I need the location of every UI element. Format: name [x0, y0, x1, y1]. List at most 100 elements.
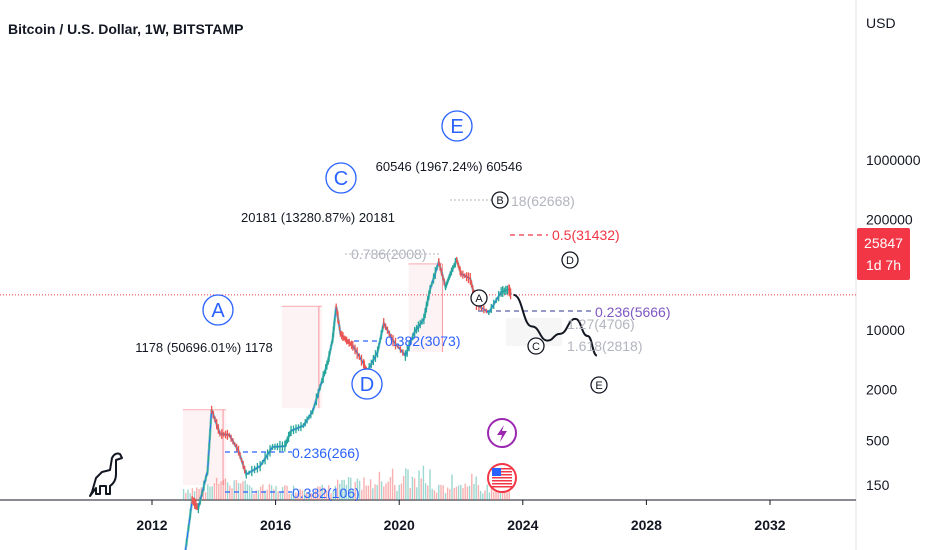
volume-bar — [242, 481, 244, 500]
wave-label-small-e: E — [590, 376, 608, 394]
measure-box — [281, 306, 322, 409]
chart-icons — [89, 418, 517, 497]
move-label-1: 1178 (50696.01%) 1178 — [135, 340, 273, 355]
volume-bar — [455, 486, 458, 500]
wave-circle — [491, 191, 509, 209]
volume-bar — [433, 490, 436, 500]
volume-bar — [479, 490, 482, 500]
wave-label-e: E — [441, 110, 473, 142]
lightning-icon — [487, 418, 517, 448]
fib-label-0786-2008: 0.786(2008) — [351, 246, 427, 262]
x-tick-label: 2032 — [754, 517, 785, 533]
volume-bar — [402, 475, 405, 500]
move-label-2: 20181 (13280.87%) 20181 — [241, 210, 395, 225]
x-tick-label: 2020 — [384, 517, 415, 533]
chart-annotations: A C E D 1178 (50696.01%) 1178 20181 (13280.87… — [135, 110, 671, 501]
volume-bar — [358, 480, 361, 500]
volume-bar — [303, 491, 306, 500]
volume-bar — [438, 484, 440, 500]
volume-bar — [444, 493, 447, 500]
wave-circle — [527, 337, 545, 355]
volume-bar — [330, 493, 332, 500]
fib-label-1618-2818: 1.618(2818) — [567, 338, 643, 354]
y-tick-label: 150 — [866, 477, 890, 493]
y-tick-label: 10000 — [866, 322, 905, 338]
volume-bar — [284, 485, 286, 500]
volume-bar — [297, 493, 299, 500]
volume-bar — [429, 469, 431, 500]
volume-bar — [339, 483, 341, 500]
symbol-title[interactable]: Bitcoin / U.S. Dollar, 1W, BITSTAMP — [8, 21, 244, 37]
volume-bar — [332, 490, 334, 500]
flag-stripe — [492, 480, 512, 482]
volume-bar — [292, 485, 295, 500]
volume-bar — [257, 490, 260, 500]
wave-circle-text: A — [475, 293, 483, 305]
measure-box — [182, 409, 227, 485]
volume-bar — [504, 490, 506, 500]
volume-bar — [416, 487, 418, 500]
price-axis[interactable]: USD100000020000050000100002000500150 — [866, 15, 921, 493]
volume-bar — [187, 489, 189, 500]
volume-bar — [240, 483, 242, 500]
volume-bar — [213, 483, 216, 500]
volume-bar — [310, 493, 312, 500]
volume-bar — [319, 486, 321, 500]
volume-bar — [211, 486, 213, 500]
volume-bar — [457, 485, 460, 500]
volume-bar — [343, 479, 345, 500]
lightning-bolt — [497, 425, 507, 442]
dinosaur-outline — [89, 452, 123, 497]
volume-bar — [270, 485, 273, 500]
move-label-3: 60546 (1967.24%) 60546 — [376, 159, 523, 174]
volume-bar — [418, 470, 420, 500]
volume-bar — [497, 491, 499, 500]
fib-label-05-31432: 0.5(31432) — [552, 227, 620, 243]
volume-bar — [361, 489, 363, 500]
volume-bar — [495, 490, 497, 500]
volume-bar — [462, 487, 464, 500]
flag-stripe — [492, 474, 512, 476]
volume-bar — [226, 482, 229, 500]
volume-bar — [286, 485, 288, 500]
volume-bar — [378, 471, 381, 500]
wave-circle-text: E — [450, 116, 463, 138]
volume-bar — [356, 478, 359, 500]
volume-bar — [464, 483, 466, 500]
volume-bar — [490, 486, 493, 500]
flag-canton — [492, 468, 501, 476]
wave-circle-text: D — [566, 255, 574, 267]
volume-bar — [387, 481, 389, 500]
volume-bar — [473, 483, 475, 500]
volume-bar — [215, 477, 218, 500]
volume-bar — [189, 493, 191, 500]
volume-bar — [398, 484, 400, 500]
x-tick-label: 2028 — [631, 517, 662, 533]
volume-bar — [231, 488, 233, 500]
volume-bar — [380, 481, 383, 500]
us-flag-icon — [487, 463, 517, 493]
flag-stripe — [492, 471, 512, 473]
fib-label-0236-266: 0.236(266) — [292, 445, 360, 461]
price-series — [184, 256, 513, 550]
time-axis[interactable]: 2012 2016 2020 2024 2028 2032 — [136, 500, 786, 533]
volume-bar — [345, 484, 348, 500]
volume-bar — [413, 478, 416, 500]
volume-bar — [295, 492, 297, 500]
volume-bar — [420, 478, 422, 500]
volume-bar — [306, 492, 308, 500]
volume-bar — [486, 484, 488, 500]
fib-label-18-62668: 18(62668) — [511, 193, 575, 209]
volume-bar — [396, 490, 398, 500]
volume-bar — [248, 485, 251, 500]
volume-bar — [446, 487, 449, 500]
volume-bar — [301, 490, 304, 500]
wave-circle — [441, 110, 473, 142]
volume-bar — [207, 484, 209, 500]
volume-bar — [449, 489, 451, 500]
volume-bar — [191, 488, 194, 500]
volume-bar — [493, 491, 495, 500]
volume-bar — [350, 477, 352, 500]
